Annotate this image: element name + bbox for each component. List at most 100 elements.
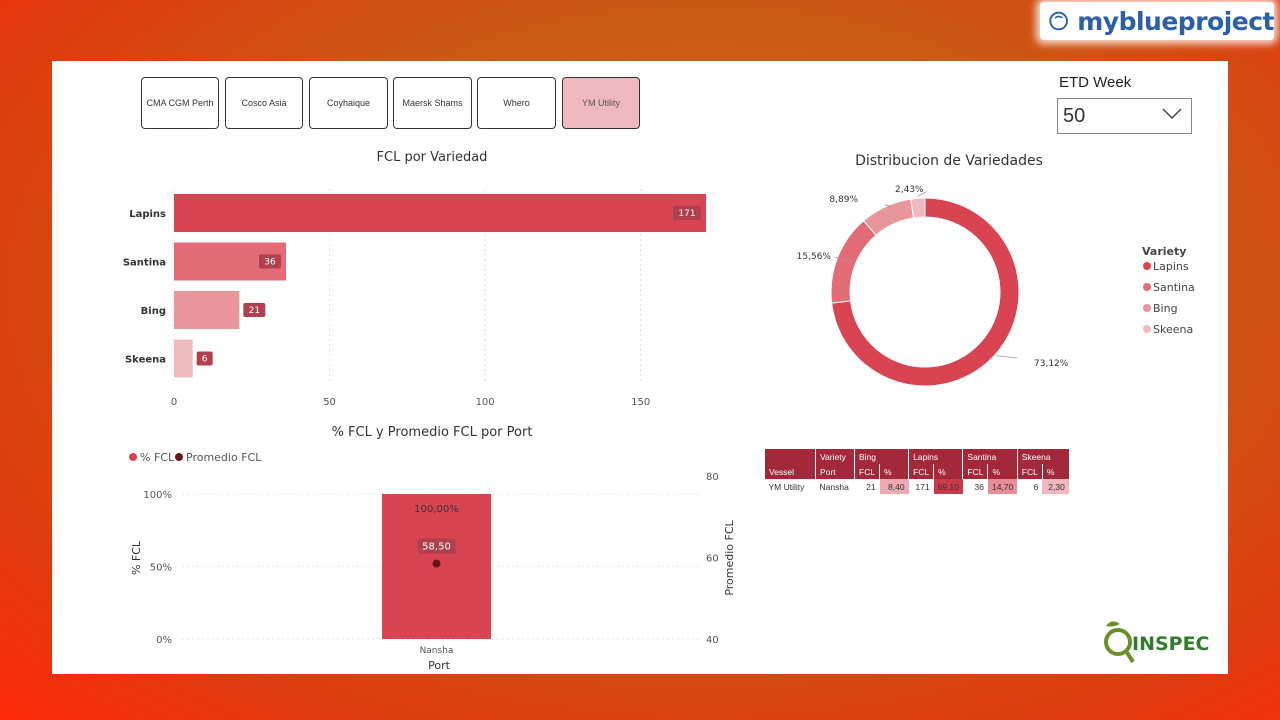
brand-name: myblueproject bbox=[1077, 6, 1274, 36]
combo-point-label-bg bbox=[417, 538, 456, 554]
bar-data-label: 21 bbox=[249, 306, 260, 316]
bar-category-label: Lapins bbox=[129, 209, 166, 220]
vessel-button-cosco-asia[interactable]: Cosco Asia bbox=[225, 77, 303, 129]
bar-category-label: Santina bbox=[123, 258, 166, 269]
donut-slice-bing[interactable] bbox=[862, 198, 915, 236]
bar-santina[interactable] bbox=[174, 242, 286, 281]
matrix-header-cell: Bing bbox=[853, 449, 909, 464]
inspec-logo-text: INSPEC bbox=[1132, 633, 1210, 655]
bar-x-tick-label: 150 bbox=[631, 397, 650, 408]
charts-layer: FCL por Variedad 0 50 100 150 Lapins 171 Santi… bbox=[123, 150, 1195, 672]
combo-x-tick-label: Nansha bbox=[420, 646, 454, 656]
etd-week-dropdown[interactable]: 50 bbox=[1057, 98, 1192, 134]
combo-y-left-title: % FCL bbox=[130, 540, 143, 575]
bar-x-tick-label: 0 bbox=[171, 397, 177, 408]
vessel-button-coyhaique[interactable]: Coyhaique bbox=[309, 77, 388, 129]
vessel-button-whero[interactable]: Whero bbox=[477, 77, 556, 129]
combo-point-data-label: 58,50 bbox=[422, 542, 451, 553]
combo-bar-nansha[interactable] bbox=[382, 494, 491, 639]
donut-leader-line bbox=[917, 191, 927, 197]
combo-point-promedio[interactable] bbox=[432, 559, 441, 568]
bar-data-label-bg bbox=[243, 303, 266, 317]
donut-legend-marker bbox=[1143, 325, 1151, 333]
vessel-button-cma-cgm-perth[interactable]: CMA CGM Perth bbox=[141, 77, 219, 129]
donut-chart-title: Distribucion de Variedades bbox=[855, 153, 1043, 169]
combo-bar-data-label: 100,00% bbox=[414, 504, 459, 515]
matrix-santina-fcl: 36 bbox=[974, 481, 984, 492]
combo-y-left-tick: 0% bbox=[156, 635, 172, 646]
donut-data-label: 15,56% bbox=[797, 252, 832, 262]
legend-pct-fcl: % FCL bbox=[140, 451, 175, 464]
donut-legend-marker bbox=[1143, 283, 1151, 291]
bar-category-label: Bing bbox=[141, 306, 166, 317]
matrix-header-cell: Lapins bbox=[908, 449, 963, 464]
combo-y-right-title: Promedio FCL bbox=[723, 519, 736, 595]
donut-slice-santina[interactable] bbox=[830, 220, 877, 304]
matrix-lapins-pct: 69,10 bbox=[933, 479, 963, 494]
matrix-bing-pct: 8,40 bbox=[879, 479, 909, 494]
bar-bing[interactable] bbox=[174, 291, 240, 329]
donut-data-label: 2,43% bbox=[895, 185, 924, 195]
matrix-header-cell: % bbox=[987, 464, 1018, 479]
donut-leader-line bbox=[884, 204, 891, 207]
combo-x-axis-title: Port bbox=[428, 659, 450, 672]
donut-legend-item[interactable]: Bing bbox=[1153, 302, 1178, 315]
bar-lapins[interactable] bbox=[174, 194, 706, 232]
matrix-header-row-2: Vessel Port FCL % FCL % FCL % FCL % bbox=[764, 464, 1069, 479]
matrix-header-cell: % bbox=[933, 464, 963, 479]
combo-y-right-tick: 80 bbox=[706, 472, 719, 483]
matrix-skeena-fcl: 6 bbox=[1033, 481, 1039, 492]
vessel-button-maersk-shams[interactable]: Maersk Shams bbox=[393, 77, 472, 129]
combo-y-right-tick: 60 bbox=[706, 554, 719, 565]
bar-data-label-bg bbox=[673, 206, 701, 220]
combo-y-left-tick: 50% bbox=[150, 563, 172, 574]
inspec-logo: INSPEC bbox=[1100, 616, 1210, 672]
bar-data-label: 36 bbox=[264, 258, 276, 268]
bar-category-label: Skeena bbox=[125, 355, 166, 366]
vessel-button-ym-utility[interactable]: YM Utility bbox=[562, 77, 640, 129]
variety-matrix: Variety Bing Lapins Santina Skeena Vesse… bbox=[764, 449, 1069, 494]
donut-legend-item[interactable]: Santina bbox=[1153, 281, 1195, 294]
donut-legend-marker bbox=[1143, 304, 1151, 312]
donut-data-label: 8,89% bbox=[829, 195, 858, 205]
bar-data-label: 6 bbox=[202, 355, 208, 365]
matrix-header-cell: Santina bbox=[962, 449, 1018, 464]
report-canvas: CMA CGM Perth Cosco Asia Coyhaique Maers… bbox=[52, 61, 1228, 674]
matrix-header-cell: Variety bbox=[815, 449, 855, 464]
donut-data-label: 73,12% bbox=[1034, 359, 1069, 369]
legend-promedio-fcl-marker bbox=[175, 453, 183, 461]
matrix-header-cell: % bbox=[1041, 464, 1069, 479]
matrix-header-cell: FCL bbox=[908, 464, 934, 479]
chevron-down-icon bbox=[1162, 108, 1182, 120]
donut-slice-lapins[interactable] bbox=[831, 197, 1020, 387]
donut-leader-line bbox=[996, 355, 1018, 359]
donut-leader-line bbox=[835, 256, 853, 263]
matrix-header-cell: FCL bbox=[962, 464, 988, 479]
legend-pct-fcl-marker bbox=[129, 453, 137, 461]
legend-promedio-fcl: Promedio FCL bbox=[186, 451, 262, 464]
matrix-header-cell bbox=[764, 449, 816, 464]
bar-x-tick-label: 50 bbox=[323, 397, 336, 408]
donut-legend-marker bbox=[1143, 262, 1151, 270]
blueberry-icon bbox=[1049, 11, 1068, 31]
matrix-skeena-pct: 2,30 bbox=[1042, 479, 1069, 494]
combo-y-left-tick: 100% bbox=[143, 490, 172, 501]
donut-legend-item[interactable]: Lapins bbox=[1153, 260, 1189, 273]
matrix-header-cell: Vessel bbox=[764, 464, 816, 479]
matrix-header-cell: Port bbox=[815, 464, 855, 479]
donut-legend-item[interactable]: Skeena bbox=[1153, 323, 1193, 336]
bar-x-tick-label: 100 bbox=[476, 397, 495, 408]
matrix-header-cell: FCL bbox=[1016, 464, 1043, 479]
etd-week-value: 50 bbox=[1063, 104, 1086, 127]
inspec-logo-graphic: INSPEC bbox=[1104, 621, 1210, 664]
etd-week-title: ETD Week bbox=[1059, 74, 1132, 91]
bar-chart-title: FCL por Variedad bbox=[377, 150, 488, 165]
donut-slice-skeena[interactable] bbox=[910, 197, 926, 219]
bar-data-label-bg bbox=[259, 254, 281, 269]
matrix-header-cell: Skeena bbox=[1016, 449, 1069, 464]
matrix-header-row-1: Variety Bing Lapins Santina Skeena bbox=[764, 449, 1069, 464]
matrix-port-cell: Nansha bbox=[819, 481, 849, 492]
bar-skeena[interactable] bbox=[174, 339, 193, 378]
combo-chart-title: % FCL y Promedio FCL por Port bbox=[332, 425, 533, 440]
bar-data-label: 171 bbox=[678, 209, 695, 219]
